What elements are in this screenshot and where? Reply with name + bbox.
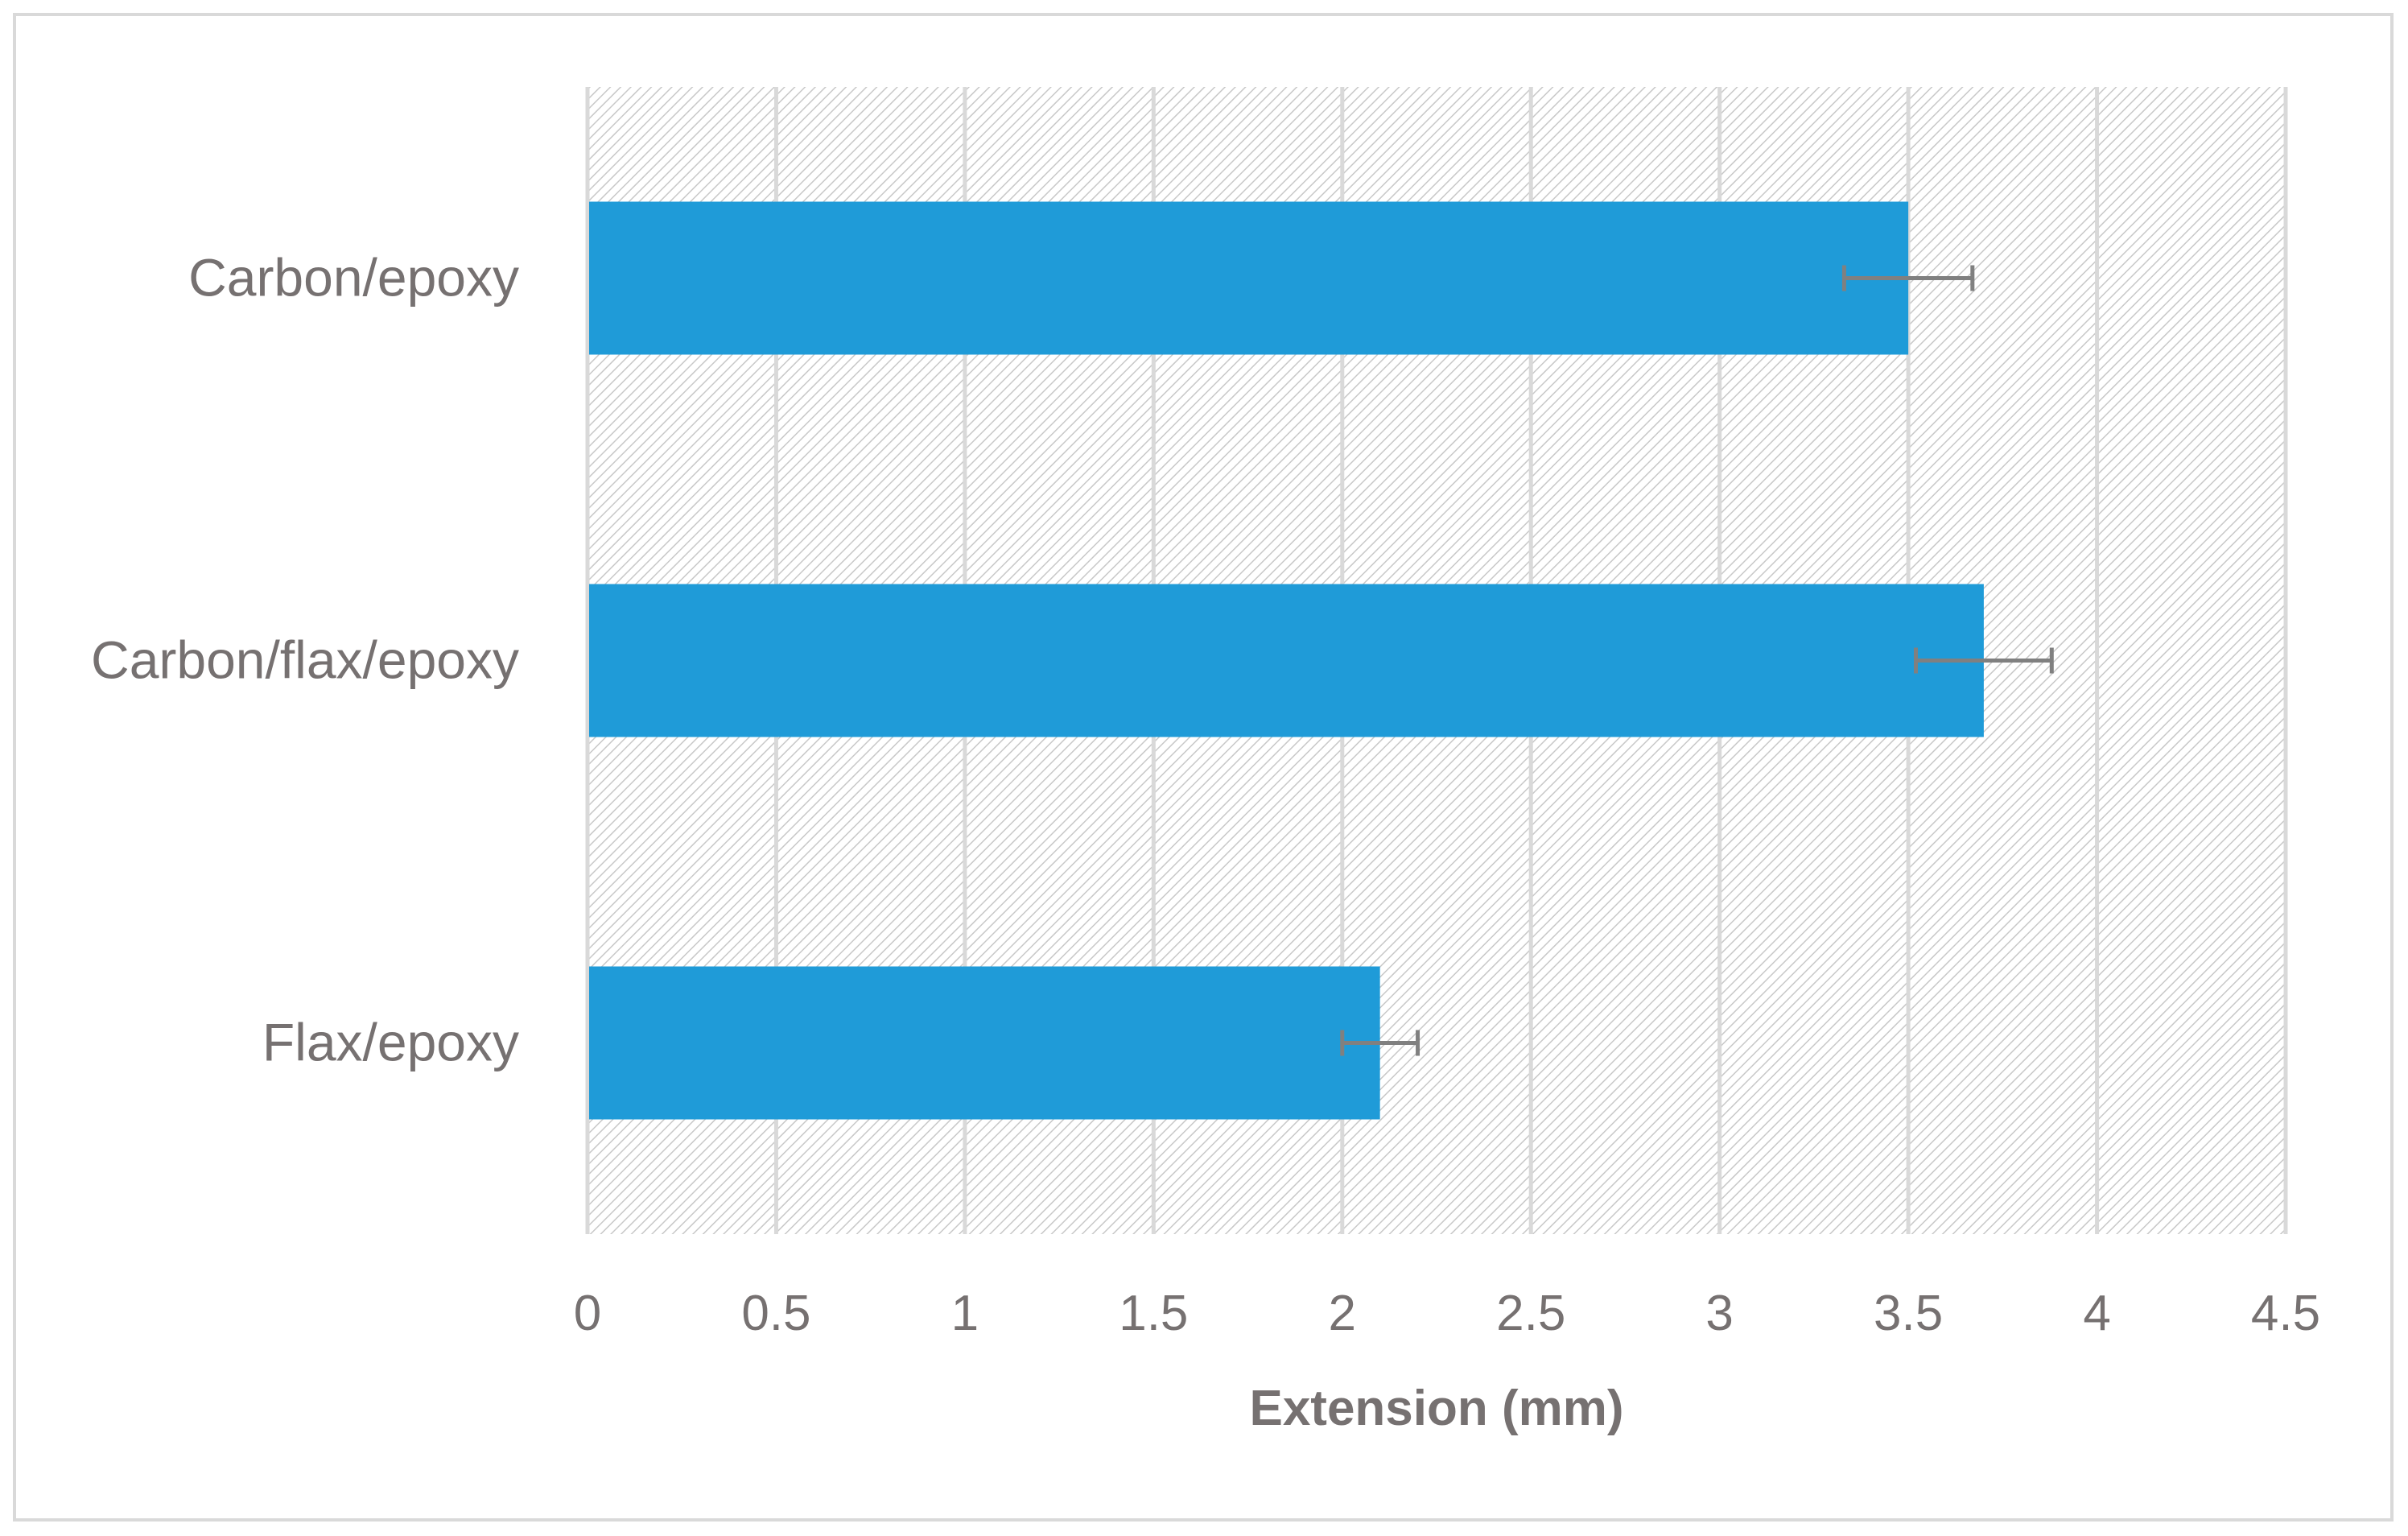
x-tick-label: 2.5 xyxy=(1496,1286,1565,1341)
category-label: Carbon/flax/epoxy xyxy=(91,630,519,690)
bars xyxy=(589,201,1984,1120)
error-bar xyxy=(1913,647,2054,674)
x-tick-label: 0.5 xyxy=(741,1286,810,1341)
x-tick-label: 0 xyxy=(574,1286,601,1341)
category-label: Flax/epoxy xyxy=(262,1013,519,1072)
x-axis-title: Extension (mm) xyxy=(1249,1381,1623,1436)
error-bars xyxy=(1340,265,2054,1056)
x-tick-label: 2 xyxy=(1329,1286,1356,1341)
bar xyxy=(589,201,1909,355)
category-labels: Carbon/epoxy Carbon/flax/epoxy Flax/epoxy xyxy=(91,248,519,1072)
bar xyxy=(589,966,1380,1120)
x-tick-labels: 0 0.5 1 1.5 2 2.5 3 3.5 4 4.5 xyxy=(574,1286,2320,1341)
x-tick-label: 4 xyxy=(2083,1286,2110,1341)
error-bar xyxy=(1841,265,1975,291)
x-tick-label: 1 xyxy=(951,1286,979,1341)
x-tick-label: 4.5 xyxy=(2251,1286,2320,1341)
x-tick-label: 3.5 xyxy=(1874,1286,1943,1341)
x-tick-label: 1.5 xyxy=(1119,1286,1188,1341)
x-tick-label: 3 xyxy=(1705,1286,1733,1341)
error-bar xyxy=(1340,1030,1420,1056)
category-label: Carbon/epoxy xyxy=(188,248,519,308)
bar xyxy=(589,584,1984,737)
